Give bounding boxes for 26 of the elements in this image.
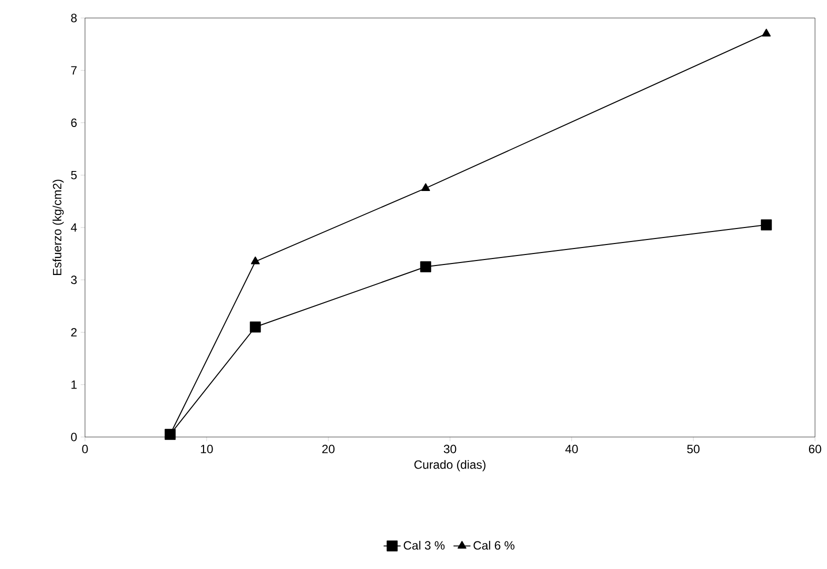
point	[760, 219, 772, 230]
point	[420, 261, 432, 272]
y-tick-label: 7	[71, 66, 77, 74]
x-tick-label: 30	[444, 444, 456, 454]
y-tick-label: 1	[71, 380, 77, 389]
y-tick-label: 5	[71, 170, 77, 180]
x-tick-label: 40	[565, 444, 578, 454]
y-tick-label: 4	[70, 223, 77, 232]
x-tick-label: 60	[808, 444, 822, 454]
point	[250, 322, 261, 332]
legend-label: Cal 3 %	[404, 540, 445, 550]
x-tick-label: 0	[82, 444, 88, 454]
x-axis-title: Curado (dias)	[414, 460, 486, 472]
y-tick-label: 2	[71, 328, 77, 336]
x-tick-label: 50	[687, 444, 700, 454]
y-tick-label: 0	[71, 432, 77, 442]
y-tick-label: 3	[71, 276, 77, 284]
point	[250, 256, 260, 264]
legend-label: Cal 6 %	[474, 540, 514, 550]
y-axis-title: Esfuerzo (kg/cm2)	[52, 180, 64, 276]
y-tick-label: 8	[71, 14, 77, 22]
point	[762, 28, 771, 36]
x-tick-label: 10	[200, 444, 213, 454]
x-tick-label: 20	[322, 444, 335, 454]
point	[421, 183, 430, 191]
y-tick-label: 6	[71, 118, 77, 127]
